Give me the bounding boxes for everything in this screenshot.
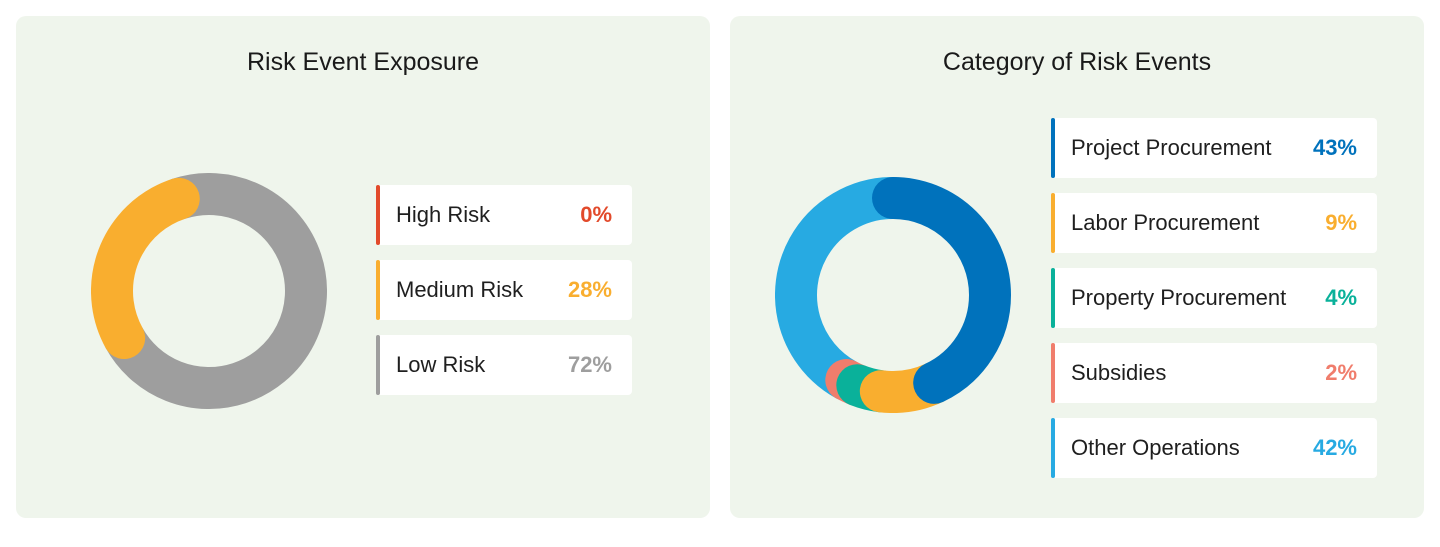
legend-label: Labor Procurement [1071,210,1260,235]
legend-color-bar [1051,193,1055,253]
legend-color-bar [1051,118,1055,178]
legend-label: Project Procurement [1071,135,1272,160]
risk-category-legend: Project Procurement 43% Labor Procuremen… [1051,118,1377,493]
legend-item-property-procurement: Property Procurement 4% [1051,268,1377,328]
legend-item-labor-procurement: Labor Procurement 9% [1051,193,1377,253]
risk-category-panel: Category of Risk Events Project Procurem… [730,16,1424,518]
legend-value: 0% [580,202,612,227]
risk-exposure-legend: High Risk 0% Medium Risk 28% Low Risk 72… [376,185,632,410]
legend-item-low-risk: Low Risk 72% [376,335,632,395]
risk-exposure-panel: Risk Event Exposure High Risk 0% Medium … [16,16,710,518]
risk-category-donut [775,177,1011,413]
legend-item-medium-risk: Medium Risk 28% [376,260,632,320]
risk-exposure-title: Risk Event Exposure [246,48,480,76]
legend-color-bar [1051,418,1055,478]
legend-value: 42% [1312,435,1357,460]
legend-color-bar [376,185,380,245]
donut-segment-project-procurement [775,177,1011,413]
legend-item-other-operations: Other Operations 42% [1051,418,1377,478]
donut-segment-medium-risk [91,173,327,409]
legend-item-project-procurement: Project Procurement 43% [1051,118,1377,178]
legend-label: Subsidies [1071,360,1167,385]
legend-label: Property Procurement [1071,285,1287,310]
legend-value: 4% [1325,285,1357,310]
legend-value: 28% [567,277,612,302]
legend-item-subsidies: Subsidies 2% [1051,343,1377,403]
legend-item-high-risk: High Risk 0% [376,185,632,245]
legend-label: High Risk [396,202,491,227]
legend-value: 9% [1325,210,1357,235]
legend-color-bar [376,260,380,320]
legend-color-bar [376,335,380,395]
legend-color-bar [1051,268,1055,328]
risk-category-title: Category of Risk Events [942,48,1212,76]
legend-color-bar [1051,343,1055,403]
legend-label: Other Operations [1071,435,1240,460]
legend-value: 72% [567,352,612,377]
legend-value: 43% [1312,135,1357,160]
legend-value: 2% [1325,360,1357,385]
risk-exposure-donut [91,173,327,409]
legend-label: Low Risk [396,352,486,377]
legend-label: Medium Risk [396,277,524,302]
